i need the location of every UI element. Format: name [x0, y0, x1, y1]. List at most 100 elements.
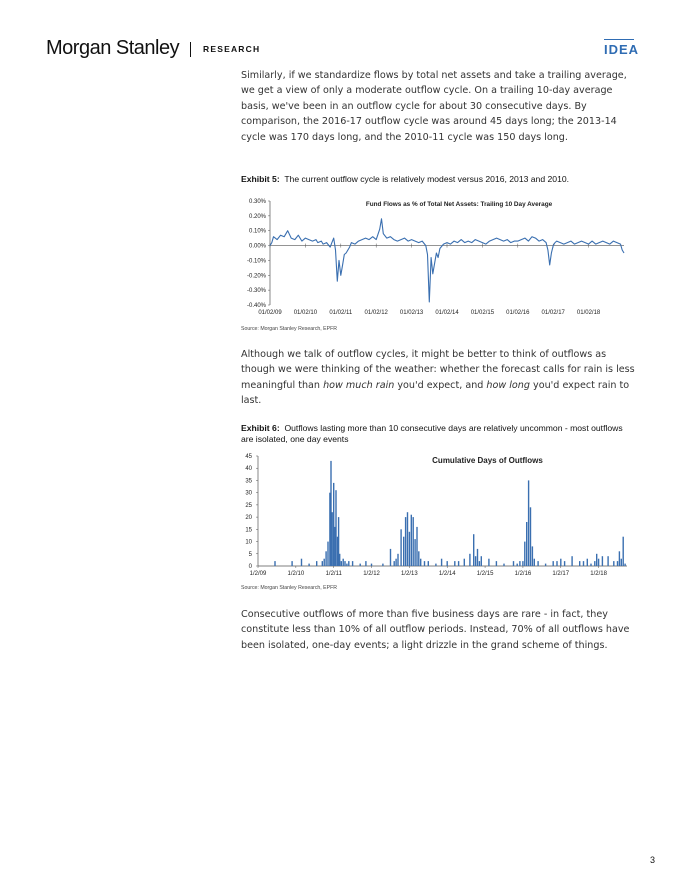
y-tick-label: 0.20%	[249, 214, 267, 220]
bar	[291, 561, 293, 566]
bar	[488, 558, 490, 566]
bar	[478, 561, 481, 566]
x-tick-label: 1/2/12	[363, 571, 380, 577]
exhibit-5-title: The current outflow cycle is relatively …	[284, 174, 570, 184]
bar	[624, 563, 626, 566]
paragraph-3: Consecutive outflows of more than five b…	[241, 609, 630, 651]
bar	[531, 546, 534, 566]
bar	[418, 551, 420, 566]
bar	[333, 482, 335, 566]
bar	[529, 507, 532, 566]
y-tick-label: 5	[249, 552, 253, 558]
y-tick-label: 0.10%	[249, 229, 267, 235]
bar	[404, 517, 407, 566]
paragraph-2-text-b: you'd expect, and	[394, 379, 487, 391]
x-tick-label: 01/02/11	[329, 310, 353, 316]
bar	[476, 548, 479, 566]
paragraph-2-emphasis-1: how much rain	[323, 379, 395, 391]
bar	[537, 561, 539, 566]
bar	[435, 563, 437, 566]
exhibit-5-caption: Exhibit 5: The current outflow cycle is …	[241, 174, 635, 185]
chart-title: Fund Flows as % of Total Net Assets: Tra…	[366, 201, 553, 208]
paragraph-2-text-c: you'd expect rain to last.	[241, 379, 630, 407]
x-tick-label: 1/2/15	[477, 571, 494, 577]
y-tick-label: -0.40%	[247, 303, 267, 309]
bar	[359, 563, 361, 566]
bar	[527, 480, 530, 566]
x-tick-label: 01/02/13	[400, 310, 424, 316]
bar	[556, 561, 558, 566]
bar	[351, 561, 354, 566]
y-tick-label: 25	[245, 503, 252, 509]
bar	[323, 558, 325, 566]
x-tick-label: 01/02/10	[294, 310, 318, 316]
bar	[412, 517, 414, 566]
bar	[336, 536, 339, 566]
y-tick-label: 30	[245, 491, 252, 497]
bar	[334, 526, 336, 566]
bar	[607, 556, 609, 566]
bar	[321, 561, 323, 566]
section-label: RESEARCH	[203, 44, 261, 54]
bar	[410, 514, 412, 566]
bar	[597, 558, 600, 566]
chart-title: Cumulative Days of Outflows	[432, 456, 543, 465]
bar	[382, 563, 384, 566]
bar	[340, 561, 342, 566]
bar	[393, 561, 395, 566]
bar	[420, 558, 422, 566]
bar	[613, 561, 615, 566]
x-tick-label: 01/02/12	[365, 310, 389, 316]
bar	[370, 563, 373, 566]
bar	[339, 553, 341, 566]
exhibit-6-label: Exhibit 6:	[241, 423, 280, 433]
y-tick-label: 0.30%	[249, 199, 267, 205]
bar	[329, 492, 331, 566]
bar	[524, 541, 526, 566]
bar	[516, 563, 518, 566]
exhibit-6-title: Outflows lasting more than 10 consecutiv…	[241, 423, 623, 444]
idea-tag: IDEA	[604, 42, 640, 57]
bar	[348, 561, 350, 566]
bar	[552, 561, 554, 566]
bar	[457, 561, 460, 566]
bar	[590, 563, 592, 566]
bar	[274, 561, 276, 566]
x-tick-label: 1/2/16	[515, 571, 532, 577]
page-number: 3	[650, 855, 656, 865]
bar	[454, 561, 456, 566]
bar	[618, 551, 621, 566]
exhibit-5-label: Exhibit 5:	[241, 174, 280, 184]
x-tick-label: 01/02/18	[577, 310, 601, 316]
exhibit-5-source: Source: Morgan Stanley Research, EPFR	[241, 326, 338, 332]
bar	[395, 558, 397, 566]
header-divider	[190, 42, 191, 57]
y-tick-label: 15	[245, 527, 252, 533]
bar	[495, 561, 498, 566]
x-tick-label: 1/2/09	[250, 571, 267, 577]
bar	[586, 558, 588, 566]
bar	[316, 561, 318, 566]
bar	[533, 558, 535, 566]
x-tick-label: 1/2/18	[590, 571, 607, 577]
bar	[327, 541, 329, 566]
paragraph-2-emphasis-2: how long	[486, 379, 530, 391]
y-tick-label: -0.30%	[247, 288, 267, 294]
exhibit-6-caption: Exhibit 6: Outflows lasting more than 10…	[241, 423, 635, 445]
y-tick-label: 45	[245, 454, 252, 460]
bar	[308, 563, 310, 566]
x-tick-label: 1/2/13	[401, 571, 418, 577]
y-tick-label: -0.20%	[247, 273, 267, 279]
bar	[397, 553, 399, 566]
bar	[512, 561, 515, 566]
bar	[300, 558, 303, 566]
bar	[337, 517, 340, 566]
bar	[342, 558, 344, 566]
bar	[346, 563, 348, 566]
bar	[325, 551, 327, 566]
bar	[503, 563, 505, 566]
paragraph-2-text-a: Although we talk of outflow cycles, it m…	[241, 349, 635, 391]
bar	[463, 558, 465, 566]
y-tick-label: 40	[245, 466, 252, 472]
bar	[446, 561, 448, 566]
